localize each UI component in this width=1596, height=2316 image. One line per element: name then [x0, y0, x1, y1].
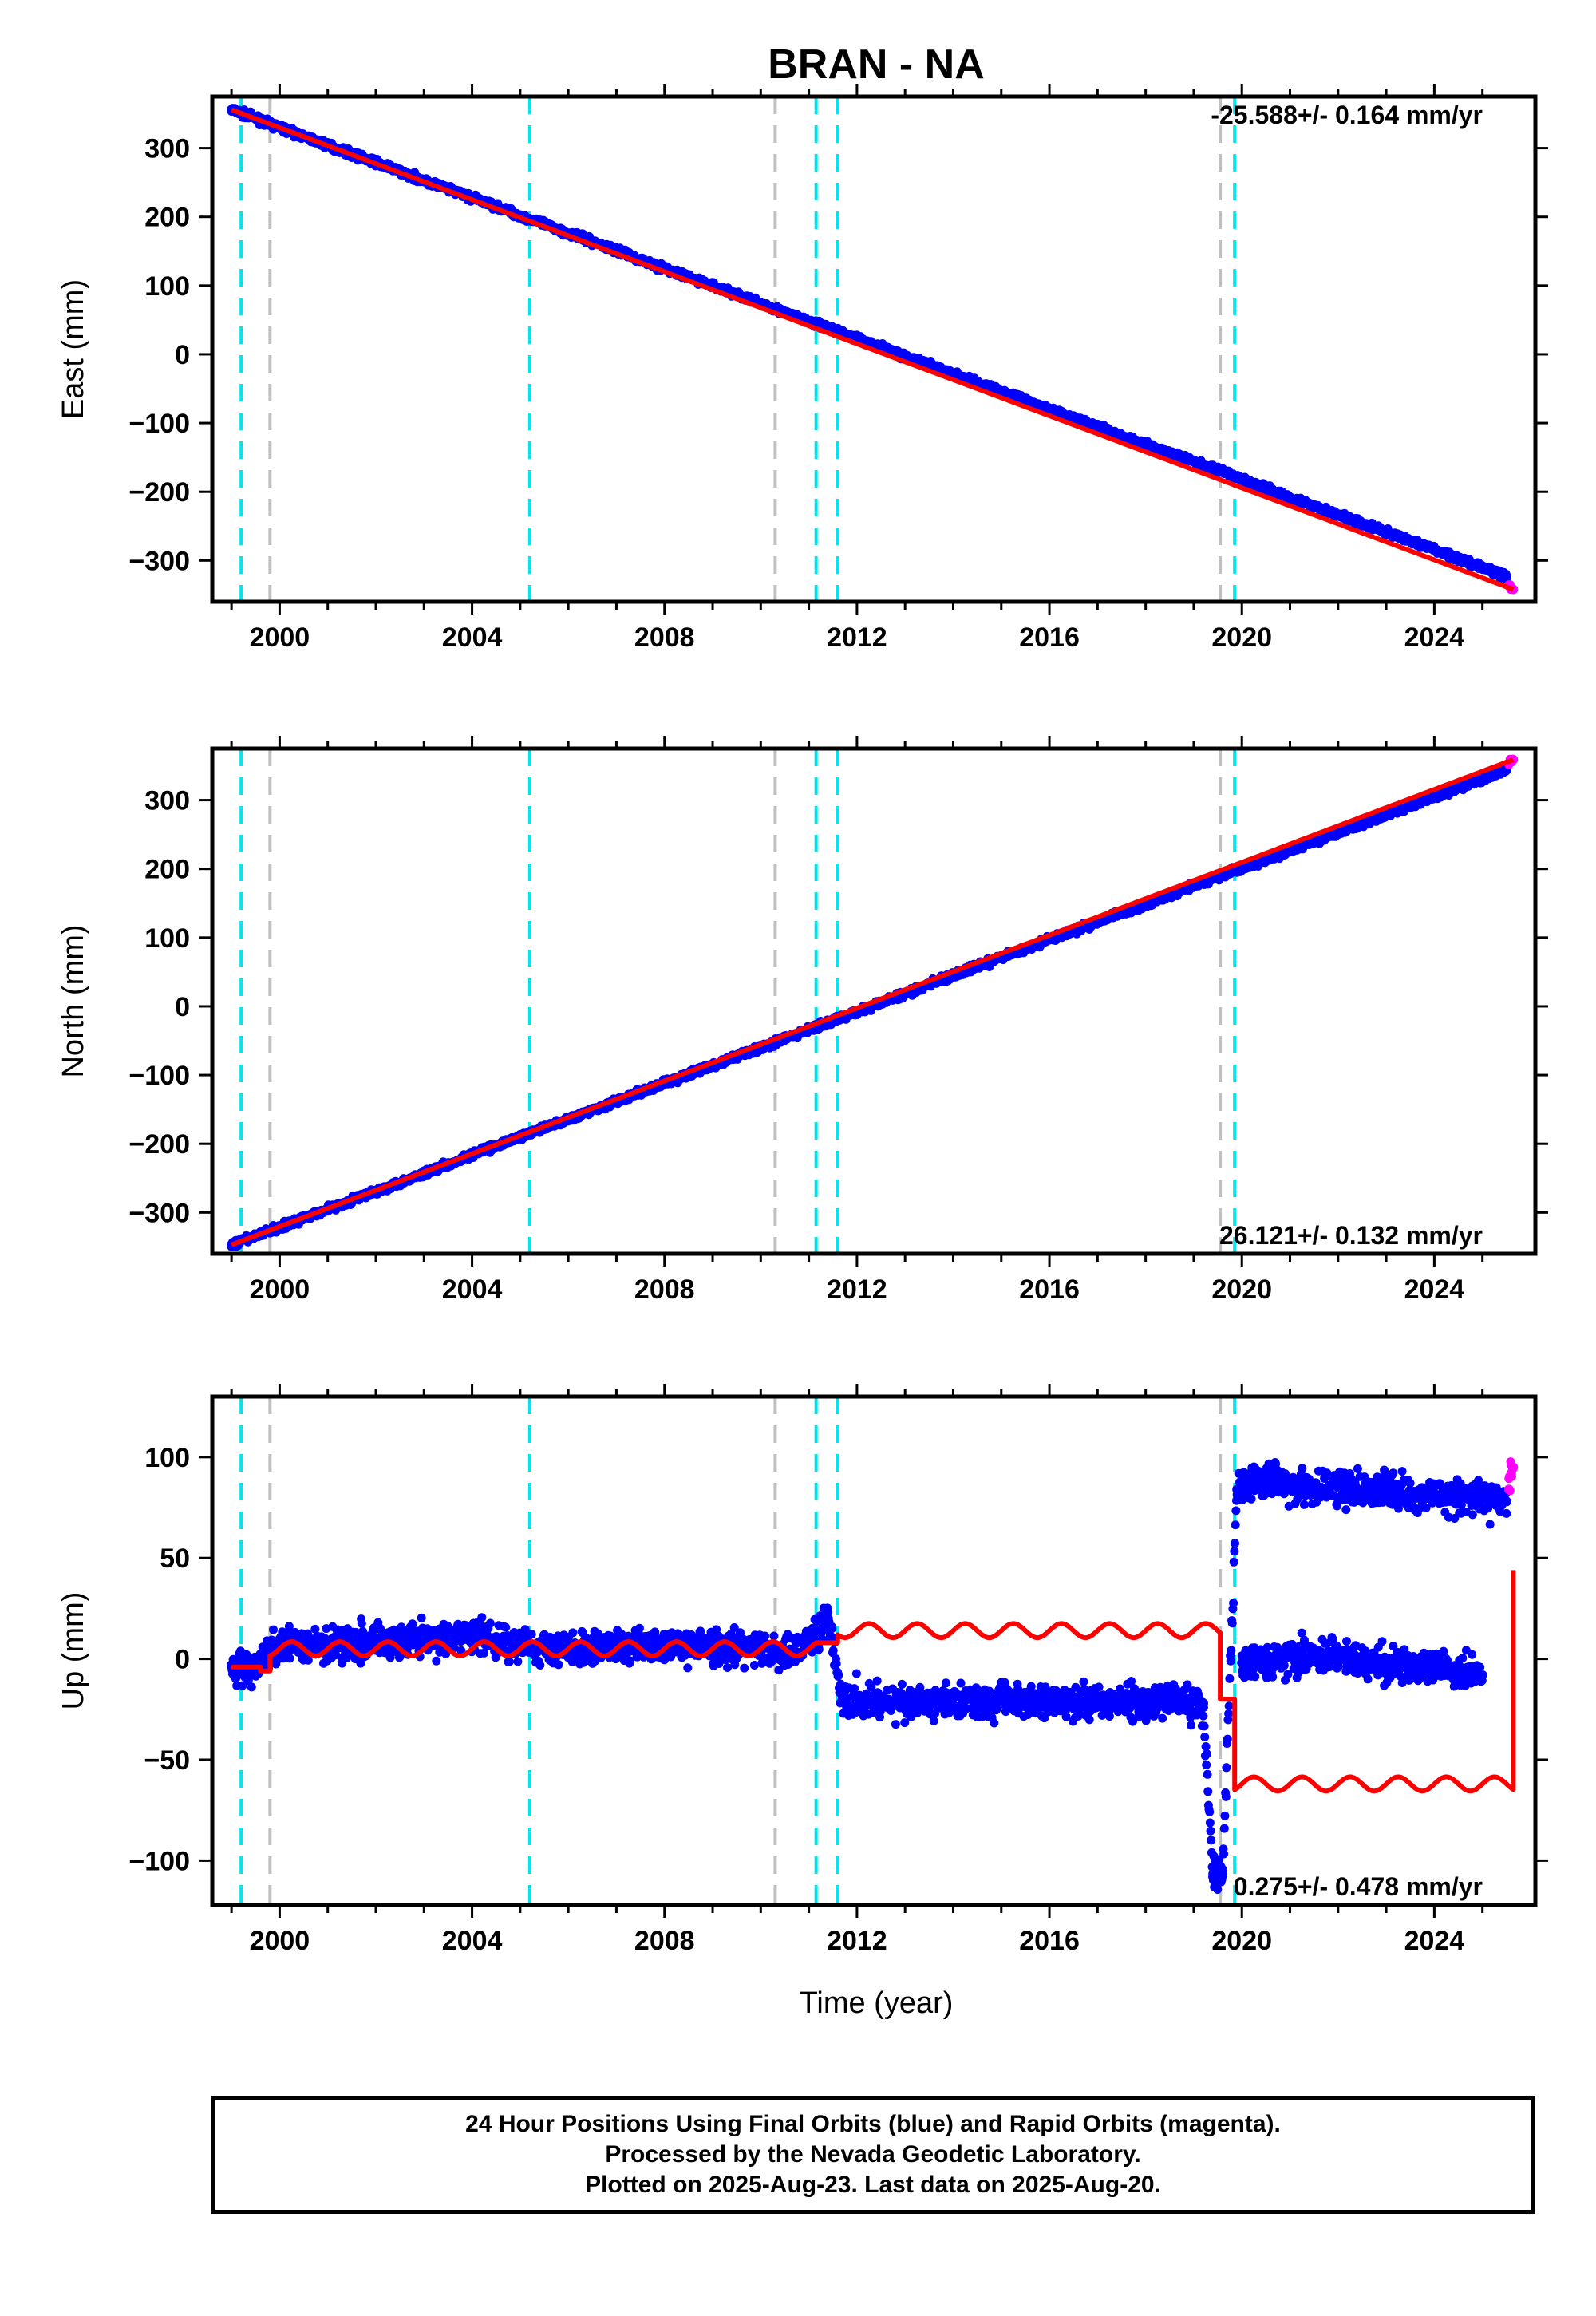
data-point	[1140, 439, 1151, 449]
model-line	[231, 107, 1515, 592]
data-point	[1285, 492, 1295, 503]
y-tick-label: 200	[144, 203, 190, 233]
data-point	[1501, 571, 1511, 582]
data-point	[1429, 544, 1440, 555]
y-tick-label: −200	[128, 477, 190, 508]
data-point	[1092, 421, 1103, 432]
x-tick-label: 2016	[1019, 622, 1080, 653]
data-point	[948, 369, 958, 379]
data-point	[1188, 456, 1199, 467]
y-tick-label: 300	[144, 134, 190, 164]
data-point	[1285, 845, 1295, 856]
y-tick-label: −300	[128, 546, 190, 576]
y-tick-label: 0	[175, 340, 190, 370]
x-tick-label: 2004	[442, 622, 503, 653]
data-point	[1429, 792, 1440, 802]
y-tick-label: −100	[128, 409, 190, 439]
x-tick-label: 2020	[1211, 622, 1272, 653]
y-axis-label: East (mm)	[57, 279, 90, 419]
x-tick-label: 2008	[634, 622, 695, 653]
data-point	[996, 386, 1006, 397]
data-point	[1477, 562, 1487, 572]
data-point	[1333, 509, 1343, 520]
data-point	[1477, 773, 1487, 784]
figure-title: BRAN - NA	[768, 41, 985, 88]
x-tick-label: 2000	[250, 622, 310, 653]
plot-frame	[210, 94, 1538, 604]
plot-area	[227, 97, 1519, 602]
data-point	[1045, 404, 1055, 414]
x-tick-label: 2024	[1404, 622, 1465, 653]
data-point	[1237, 474, 1247, 484]
x-tick-label: 2012	[827, 622, 887, 653]
data-point	[1381, 528, 1392, 538]
data-point	[1333, 828, 1343, 838]
rate-label: -25.588+/- 0.164 mm/yr	[1211, 101, 1483, 129]
data-point	[1381, 809, 1392, 820]
east-panel: 300 200 100 0 −100 −200 −300 2000 2004 2008 2012 20…	[57, 84, 1548, 653]
y-tick-label: 100	[144, 271, 190, 302]
data-point	[1237, 863, 1247, 873]
series-0	[227, 104, 1511, 584]
series-0	[227, 763, 1511, 1251]
plot-area	[227, 749, 1519, 1254]
